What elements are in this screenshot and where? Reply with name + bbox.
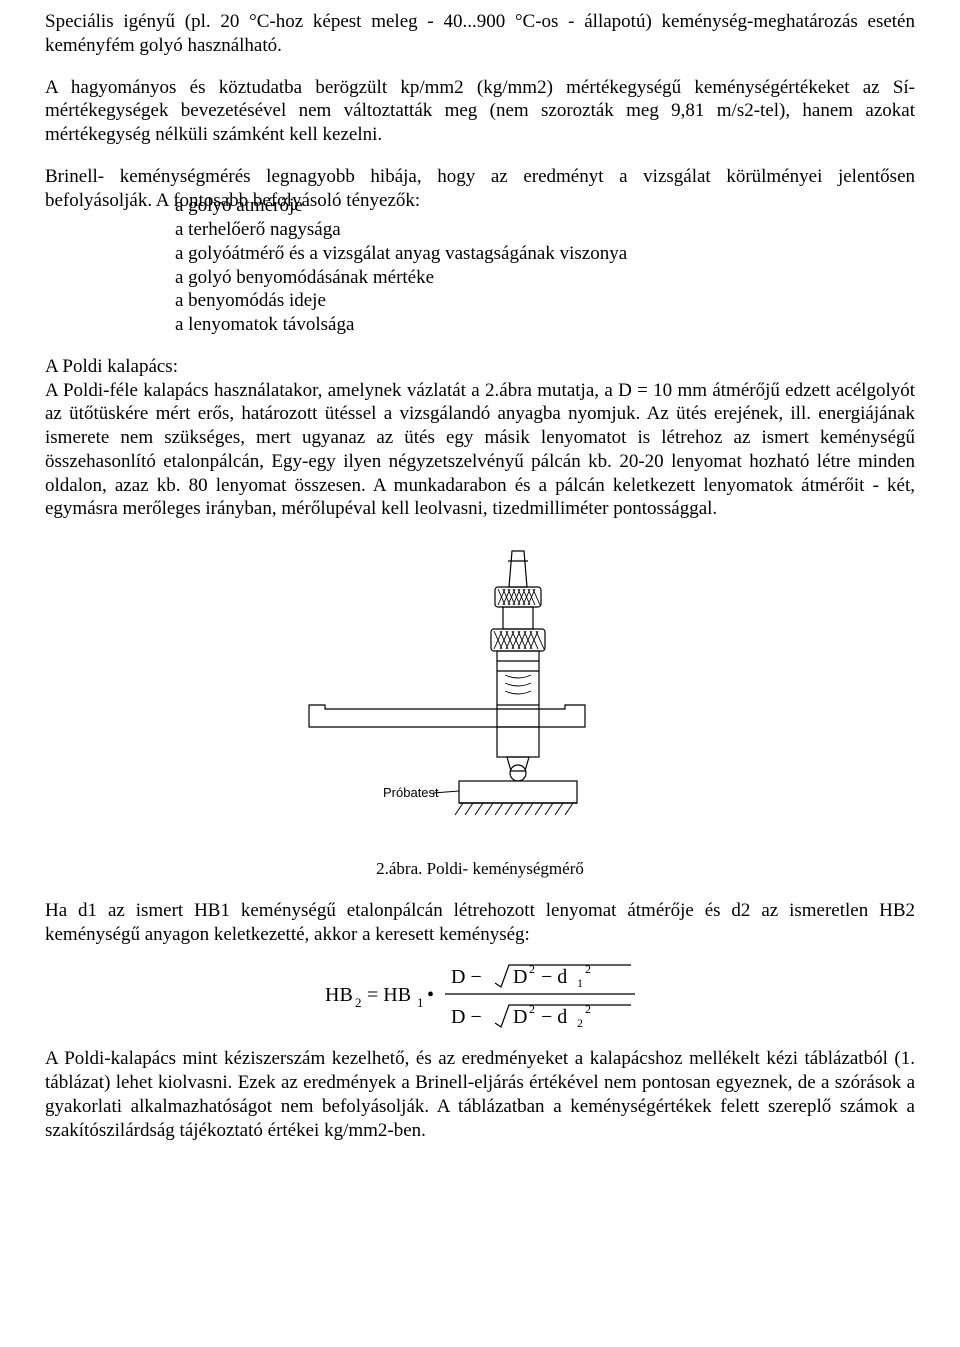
figure-poldi: Próbatest <box>45 543 915 850</box>
svg-text:= HB: = HB <box>367 984 411 1006</box>
svg-text:2: 2 <box>577 1016 583 1030</box>
svg-text:2: 2 <box>585 962 591 976</box>
svg-text:1: 1 <box>417 995 424 1010</box>
list-item: a terhelőerő nagysága <box>175 218 915 242</box>
svg-text:− d: − d <box>541 1006 567 1028</box>
figure-label-probatest: Próbatest <box>383 785 439 800</box>
poldi-heading: A Poldi kalapács: <box>45 355 915 379</box>
svg-text:HB: HB <box>325 984 353 1006</box>
list-item: a golyó benyomódásának mértéke <box>175 266 915 290</box>
list-item: a benyomódás ideje <box>175 289 915 313</box>
svg-text:1: 1 <box>577 976 583 990</box>
formula-hb2: HB 2 = HB 1 • D − D2 − d1 2 D − D2 − d2 … <box>45 953 915 1042</box>
factors-list: a golyó átmérője a terhelőerő nagysága a… <box>45 194 915 337</box>
svg-text:D −: D − <box>451 966 482 988</box>
list-item: a golyó átmérője <box>175 194 915 218</box>
svg-text:2: 2 <box>585 1002 591 1016</box>
paragraph-2: A hagyományos és köztudatba berögzült kp… <box>45 76 915 147</box>
paragraph-6: A Poldi-kalapács mint kéziszerszám kezel… <box>45 1047 915 1142</box>
list-item: a lenyomatok távolsága <box>175 313 915 337</box>
paragraph-5-lead: Ha d1 az ismert HB1 keménységű etalonpál… <box>45 899 915 947</box>
svg-text:2: 2 <box>529 1002 535 1016</box>
svg-text:2: 2 <box>529 962 535 976</box>
list-item: a golyóátmérő és a vizsgálat anyag vasta… <box>175 242 915 266</box>
svg-text:D: D <box>513 966 527 988</box>
svg-text:D −: D − <box>451 1006 482 1028</box>
paragraph-1: Speciális igényű (pl. 20 °C-hoz képest m… <box>45 10 915 58</box>
svg-text:•: • <box>427 984 434 1006</box>
svg-text:2: 2 <box>355 995 362 1010</box>
figure-caption: 2.ábra. Poldi- keménységmérő <box>45 858 915 879</box>
poldi-hardness-tester-diagram: Próbatest <box>265 543 695 843</box>
paragraph-4: A Poldi-féle kalapács használatakor, ame… <box>45 379 915 522</box>
svg-text:− d: − d <box>541 966 567 988</box>
svg-text:D: D <box>513 1006 527 1028</box>
